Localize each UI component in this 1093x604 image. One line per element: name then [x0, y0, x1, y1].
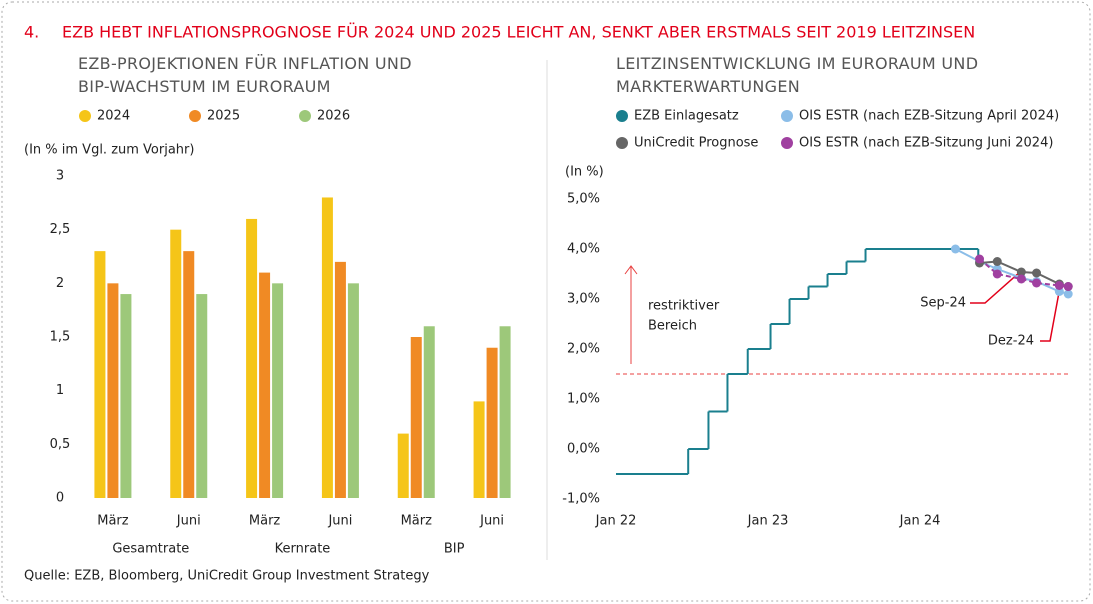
y-tick-label: -1,0% [562, 492, 600, 507]
point [1016, 267, 1026, 277]
point [1054, 281, 1064, 290]
leader-line [970, 271, 1021, 304]
x-tick-label: Jan 23 [747, 514, 789, 529]
legend-label: 2026 [317, 109, 350, 124]
bar [499, 326, 511, 498]
y-axis-label: (In % im Vgl. zum Vorjahr) [24, 143, 194, 158]
header-title: EZB HEBT INFLATIONSPROGNOSE FÜR 2024 UND… [62, 23, 975, 42]
x-tick-label: März [249, 514, 281, 529]
legend-label: EZB Einlagesatz [634, 109, 739, 124]
legend-marker [79, 110, 91, 122]
legend-label: OIS ESTR (nach EZB-Sitzung April 2024) [799, 109, 1059, 124]
leader-line [1040, 286, 1061, 342]
annotation: Bereich [648, 319, 697, 334]
bar [347, 283, 359, 498]
legend-label: 2024 [97, 109, 130, 124]
legend-marker [299, 110, 311, 122]
legend-marker [781, 110, 793, 122]
chart-title: EZB-PROJEKTIONEN FÜR INFLATION UND BIP-W… [78, 54, 412, 96]
source: Quelle: EZB, Bloomberg, UniCredit Group … [24, 569, 430, 584]
point [975, 254, 985, 264]
x-tick-label: März [401, 514, 433, 529]
bar [120, 294, 132, 498]
point [1016, 274, 1026, 284]
point [992, 257, 1002, 266]
legend-label: UniCredit Prognose [634, 136, 758, 151]
bar [107, 283, 119, 498]
line [955, 248, 1069, 295]
bar [423, 326, 435, 498]
bar [410, 337, 422, 498]
y-tick-label: 0,5 [50, 437, 71, 452]
point [1032, 268, 1042, 278]
point [1063, 282, 1073, 291]
legend-marker [616, 137, 628, 149]
x-tick-label: Juni [479, 514, 504, 529]
y-tick-label: 2,0% [567, 342, 600, 357]
point [950, 244, 960, 254]
y-tick-label: 1,0% [567, 392, 600, 407]
y-tick-label: 5,0% [567, 192, 600, 207]
y-tick-label: 3 [56, 169, 64, 184]
y-tick-label: 4,0% [567, 242, 600, 257]
group-label: BIP [444, 542, 465, 557]
x-tick-label: März [97, 514, 129, 529]
bar [94, 251, 106, 498]
bar [196, 294, 208, 498]
bar [246, 218, 258, 498]
point [992, 269, 1002, 279]
y-tick-label: 0 [56, 491, 64, 506]
x-tick-label: Juni [176, 514, 201, 529]
bar [321, 197, 333, 498]
annotation: restriktiver [648, 299, 720, 314]
bar [473, 401, 485, 498]
bar [259, 272, 271, 498]
y-tick-label: 2 [56, 276, 64, 291]
point [1032, 278, 1042, 288]
x-tick-label: Jan 24 [899, 514, 941, 529]
annotation: Dez-24 [988, 334, 1034, 349]
legend-marker [189, 110, 201, 122]
legend-label: 2025 [207, 109, 240, 124]
header-number: 4. [24, 23, 39, 42]
group-label: Gesamtrate [112, 542, 189, 557]
y-tick-label: 1,5 [50, 330, 71, 345]
annotation: Sep-24 [920, 296, 966, 311]
arrow-head [624, 265, 638, 275]
x-tick-label: Juni [327, 514, 352, 529]
y-tick-label: 2,5 [50, 222, 71, 237]
group-label: Kernrate [275, 542, 331, 557]
chart-title: LEITZINSENTWICKLUNG IM EURORAUM UND MARK… [616, 54, 979, 96]
point [1063, 289, 1073, 299]
legend-marker [781, 137, 793, 149]
bar [397, 433, 409, 498]
bar [170, 229, 182, 498]
y-tick-label: 0,0% [567, 442, 600, 457]
bar [486, 347, 498, 498]
legend-marker [616, 110, 628, 122]
y-tick-label: 1 [56, 383, 64, 398]
y-tick-label: 3,0% [567, 292, 600, 307]
x-tick-label: Jan 22 [595, 514, 637, 529]
bar [334, 261, 346, 498]
bar [183, 251, 195, 498]
bar [272, 283, 284, 498]
y-axis-label: (In %) [565, 165, 604, 180]
legend-label: OIS ESTR (nach EZB-Sitzung Juni 2024) [799, 136, 1053, 151]
